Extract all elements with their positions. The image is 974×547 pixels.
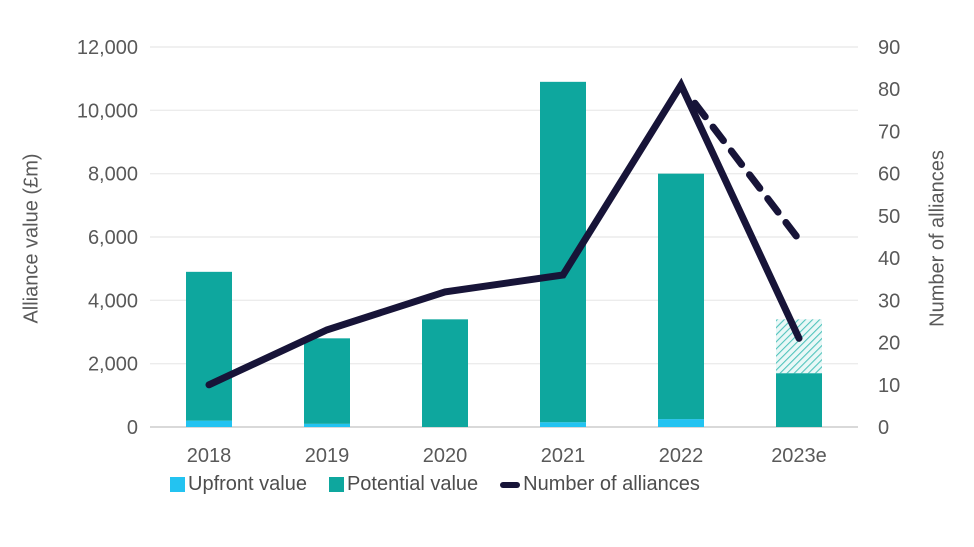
legend-label: Number of alliances xyxy=(523,473,700,495)
category-label-2019: 2019 xyxy=(305,445,350,467)
right-axis-tick-label: 90 xyxy=(878,37,900,59)
category-label-2023e: 2023e xyxy=(771,445,827,467)
right-axis-tick-label: 10 xyxy=(878,375,900,397)
left-axis-tick-label: 0 xyxy=(127,417,138,439)
right-axis-tick-label: 50 xyxy=(878,206,900,228)
right-axis-tick-labels: 0 10 20 30 40 50 60 70 80 90 xyxy=(878,37,900,439)
category-label-2021: 2021 xyxy=(541,445,586,467)
left-axis-tick-label: 8,000 xyxy=(88,164,138,186)
line-series xyxy=(205,77,803,389)
bar-potential-2020 xyxy=(422,319,468,427)
potential-value-swatch-icon xyxy=(328,477,344,492)
legend-label: Potential value xyxy=(346,473,479,495)
left-axis-tick-label: 2,000 xyxy=(88,354,138,376)
bar-potential-2023e xyxy=(776,373,822,427)
category-label-2020: 2020 xyxy=(423,445,468,467)
left-axis-tick-label: 10,000 xyxy=(77,100,138,122)
number-of-alliances-dashed-projection xyxy=(691,99,801,241)
chart-legend: Upfront value Potential value Number of … xyxy=(170,473,700,496)
bar-potential-2018 xyxy=(186,271,232,421)
bar-upfront-2018 xyxy=(186,420,232,427)
legend-label: Upfront value xyxy=(188,473,307,495)
bar-estimated-2023e xyxy=(776,319,822,374)
gridlines xyxy=(150,46,858,428)
number-of-alliances-line xyxy=(205,77,803,389)
right-axis-tick-label: 80 xyxy=(878,79,900,101)
legend-item-upfront-value: Upfront value xyxy=(170,473,307,496)
right-axis-tick-label: 0 xyxy=(878,417,889,439)
bar-upfront-2019 xyxy=(304,423,350,427)
left-axis-tick-label: 6,000 xyxy=(88,227,138,249)
left-axis-tick-label: 12,000 xyxy=(77,37,138,59)
bar-series xyxy=(186,81,822,427)
bar-potential-2019 xyxy=(304,338,350,424)
bar-upfront-2021 xyxy=(540,422,586,427)
legend-item-potential-value: Potential value xyxy=(328,473,479,496)
line-series-swatch-icon xyxy=(500,481,521,488)
right-axis-title: Number of alliances xyxy=(926,150,949,327)
right-axis-tick-label: 60 xyxy=(878,164,900,186)
left-axis-tick-labels: 0 2,000 4,000 6,000 8,000 10,000 12,000 xyxy=(77,37,138,439)
left-axis-tick-label: 4,000 xyxy=(88,290,138,312)
bar-upfront-2022 xyxy=(658,419,704,427)
right-axis-tick-label: 70 xyxy=(878,121,900,143)
right-axis-tick-label: 20 xyxy=(878,333,900,355)
right-axis-tick-label: 40 xyxy=(878,248,900,270)
upfront-value-swatch-icon xyxy=(170,477,185,492)
bar-potential-2022 xyxy=(658,173,704,420)
left-axis-title: Alliance value (£m) xyxy=(20,153,43,324)
category-label-2022: 2022 xyxy=(659,445,704,467)
legend-item-number-of-alliances: Number of alliances xyxy=(500,473,700,496)
category-label-2018: 2018 xyxy=(187,445,232,467)
category-axis-labels: 2018 2019 2020 2021 2022 2023e xyxy=(187,445,827,467)
right-axis-tick-label: 30 xyxy=(878,290,900,312)
